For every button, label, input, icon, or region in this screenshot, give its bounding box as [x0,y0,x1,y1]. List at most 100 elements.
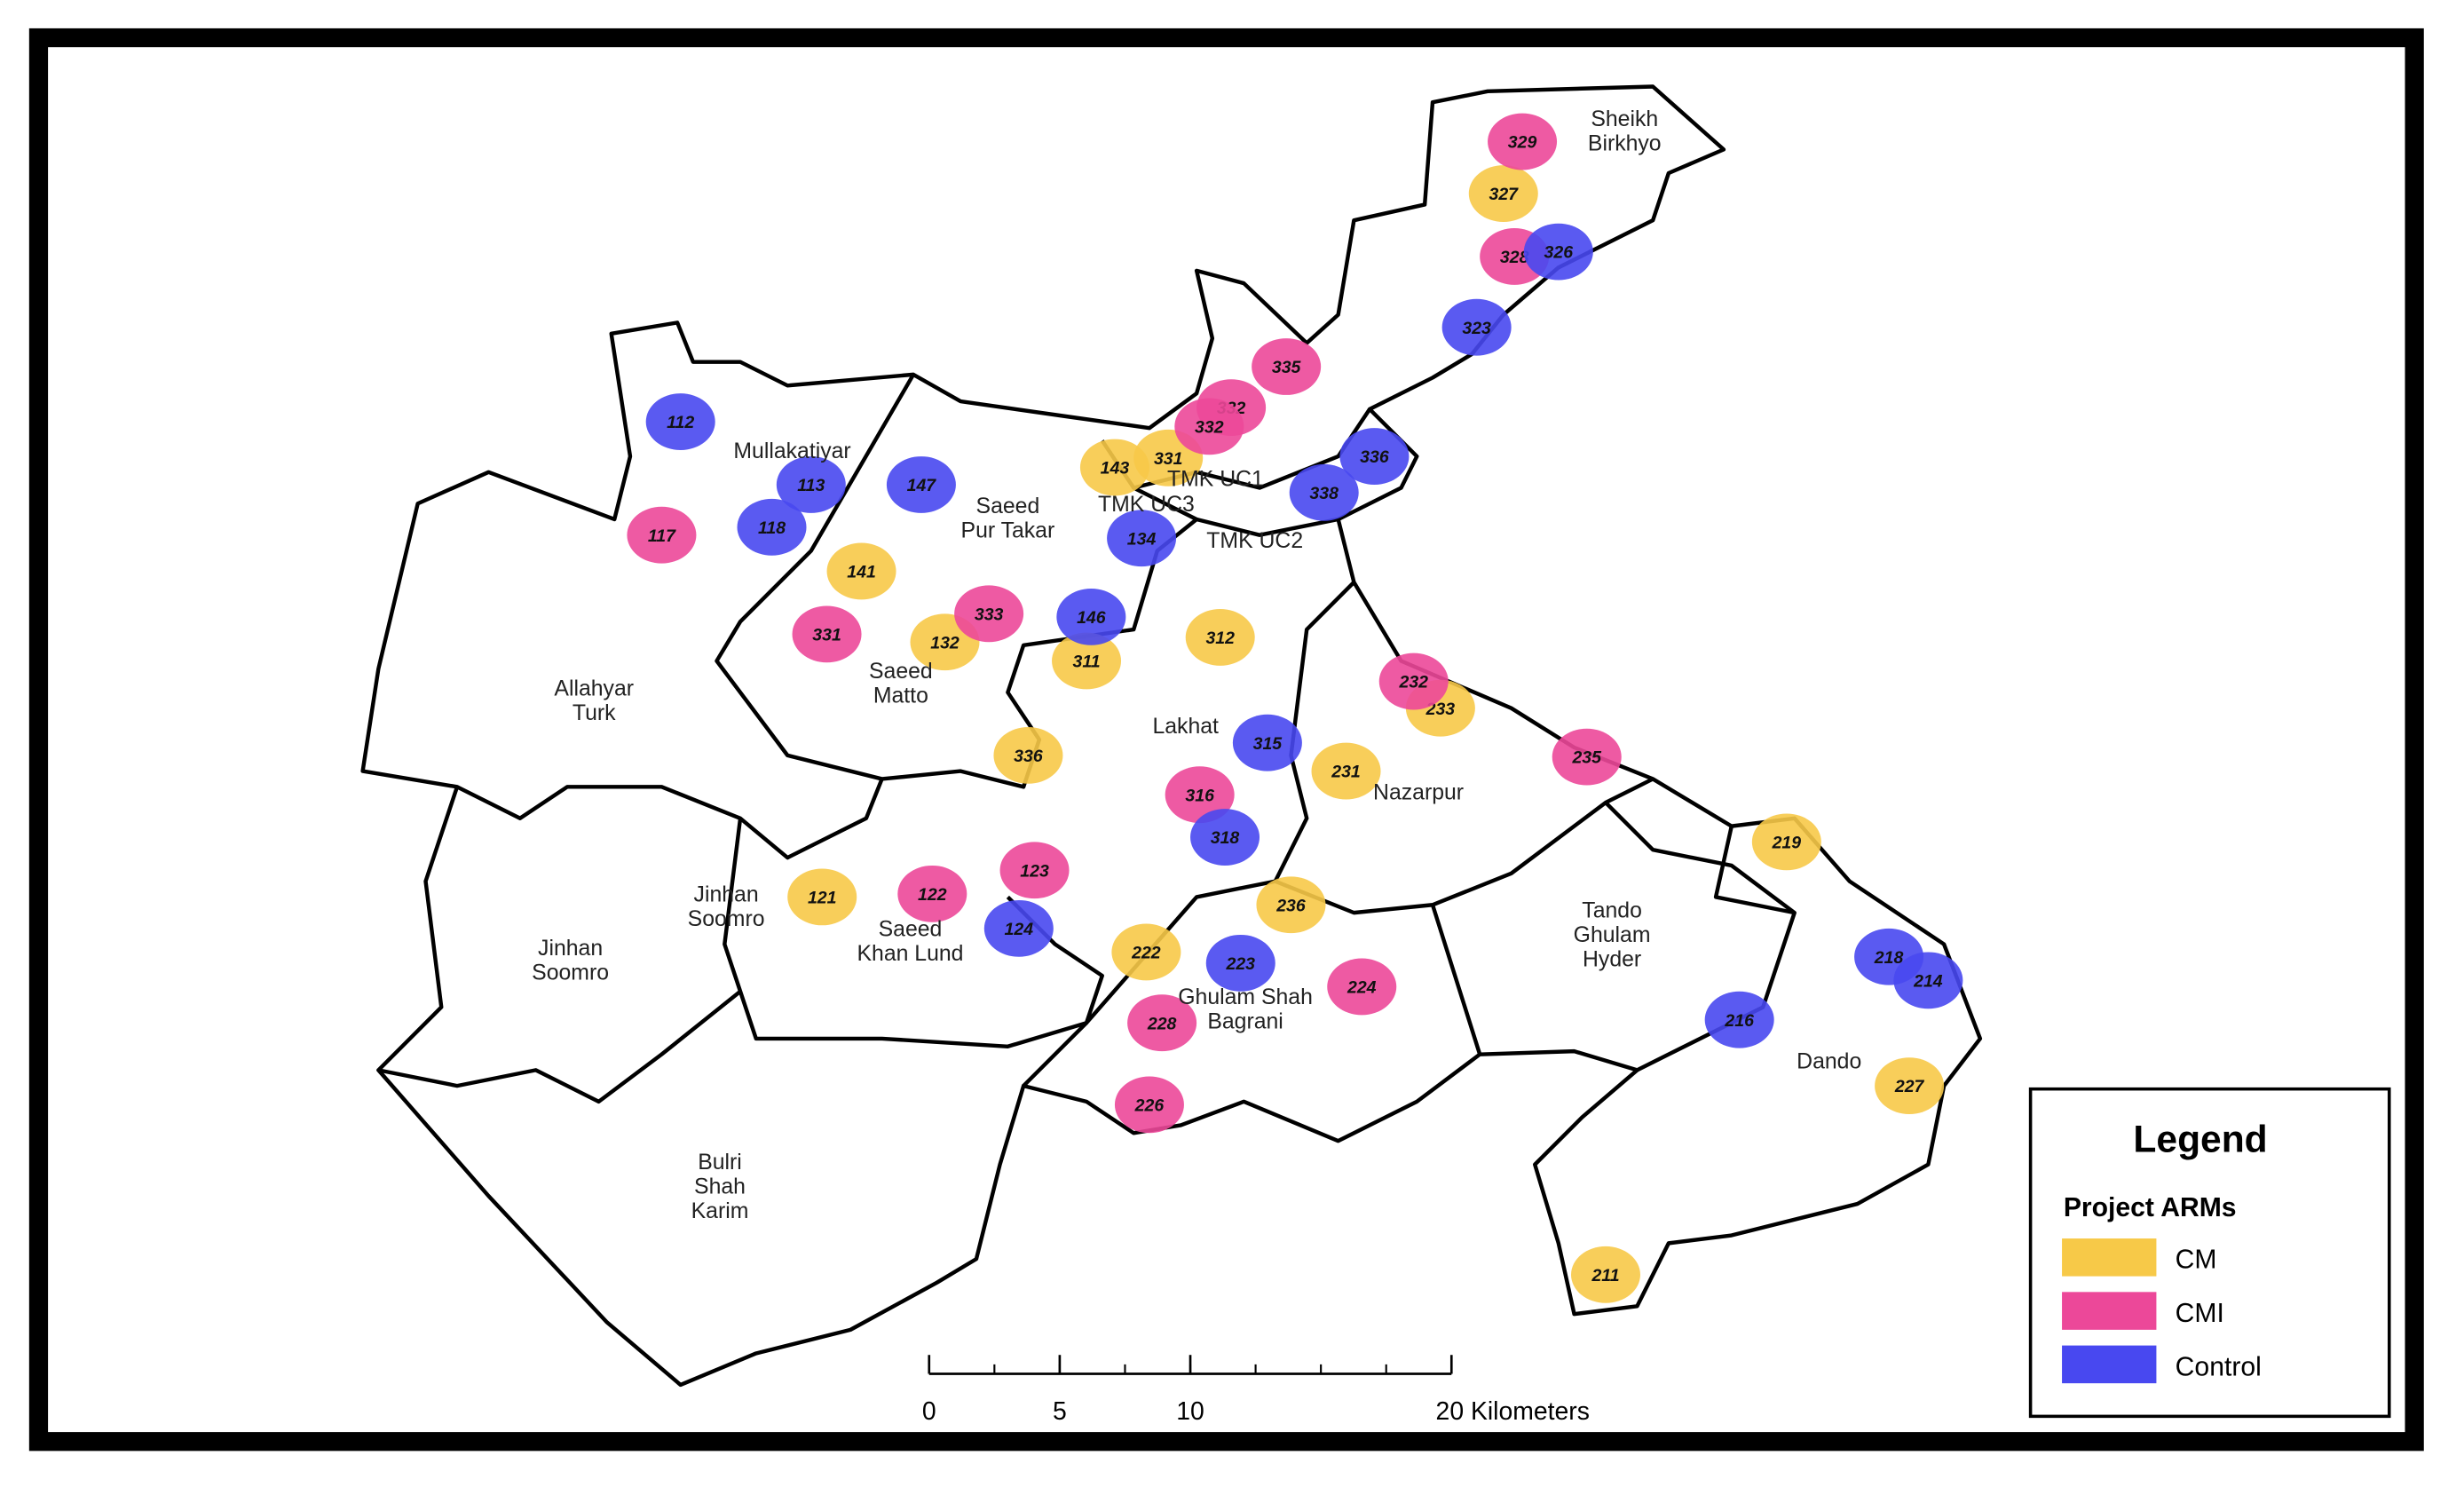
cluster-label: 143 [1101,459,1130,479]
legend-swatch [2062,1345,2157,1384]
cluster-area [1107,510,1177,567]
cluster-area [1052,632,1122,690]
cluster-label: 338 [1309,484,1339,503]
region-label-line: Hyder [1583,947,1641,971]
scale-bar-label: 0 [922,1397,936,1426]
frame [28,28,2424,1451]
region-label: TMK UC2 [1206,529,1303,553]
cluster-label: 331 [1154,449,1183,469]
region-label: Ghulam Shah Bagrani [1178,985,1313,1033]
region-label-line: Turk [573,701,616,725]
cluster-area [1893,952,1963,1009]
cluster-label: 332 [1195,417,1224,437]
cluster-area [886,456,956,513]
cluster-label: 146 [1077,608,1106,628]
legend-swatch [2062,1238,2157,1277]
region-label: Dando [1797,1050,1861,1074]
cluster-label: 223 [1225,954,1255,974]
cluster-area [1311,742,1381,800]
region-label: Sheikh Birkhyo [1588,107,1662,155]
region-label-line: Matto [873,684,928,708]
cluster-label: 118 [758,518,786,538]
cluster-area [1704,991,1774,1048]
internal-boundary [455,778,884,860]
cluster-label: 236 [1275,896,1306,915]
region-label-line: Shah [694,1175,746,1199]
region-label-line: Jinhan [538,937,603,961]
region-label: Bulri Shah Karim [691,1151,749,1223]
cluster-label: 214 [1913,971,1943,991]
region-label: TMK UC1 [1167,468,1264,492]
region-label-line: Dando [1797,1050,1861,1074]
region-label-line: Soomro [532,961,609,985]
cluster-area [1339,428,1410,485]
cluster-label: 147 [907,476,937,495]
cluster-label: 123 [1020,861,1049,881]
cluster-label: 235 [1571,748,1602,768]
cluster-area [1252,338,1322,395]
cluster-area [787,868,857,926]
cluster-label: 335 [1272,358,1302,377]
scale-bar-label: 20 Kilometers [1436,1397,1590,1426]
internal-boundary [1022,581,1355,1088]
region-label: Tando Ghulam Hyder [1574,898,1651,971]
cluster-area [826,542,896,600]
region-label-line: Ghulam Shah [1178,985,1313,1009]
legend-subtitle: Project ARMs [2064,1193,2237,1222]
region-label-line: Khan Lund [857,942,964,966]
cluster-label: 219 [1772,833,1802,852]
cluster-label: 121 [808,888,837,907]
cluster-area [1488,113,1558,170]
cluster-area [999,842,1070,899]
region-label: Jinhan Soomro [688,883,765,931]
scale-bar-label: 5 [1053,1397,1067,1426]
cluster-label: 226 [1134,1096,1165,1115]
region-label: Jinhan Soomro [532,937,609,985]
cluster-label: 331 [812,625,841,645]
cluster-area [1174,398,1244,455]
cluster-area [776,456,846,513]
cluster-area [1079,439,1149,496]
cluster-label: 316 [1185,786,1214,805]
cluster-area [1056,588,1126,645]
cluster-label: 141 [847,563,876,582]
region-label-line: Saeed [976,494,1040,518]
cluster-label: 228 [1147,1014,1177,1033]
region-label-line: Soomro [688,907,765,931]
cluster-label: 224 [1347,978,1377,998]
cluster-label: 232 [1398,673,1428,692]
region-label: TMK UC3 [1098,493,1195,517]
region-label-line: Birkhyo [1588,131,1662,155]
cluster-area [1751,813,1821,871]
cluster-area [983,899,1054,957]
cluster-area [1205,934,1275,992]
region-label-line: Bagrani [1207,1009,1283,1033]
internal-boundary [1713,826,1796,915]
region-label-line: Jinhan [694,883,759,907]
cluster-area [1289,463,1359,521]
region-label: Mullakatiyar [733,439,850,463]
cluster-area [1441,298,1512,356]
cluster-area [1327,958,1397,1016]
region-label-line: TMK UC1 [1167,468,1264,492]
internal-boundary [723,818,1104,1049]
cluster-label: 132 [930,633,960,653]
region-label-line: Allahyar [554,677,634,701]
cluster-area [1127,994,1197,1052]
region-label: Nazarpur [1373,780,1464,804]
region-label-line: Sheikh [1591,107,1658,131]
legend-label: CMI [2176,1299,2224,1328]
cluster-label: 326 [1544,243,1574,263]
cluster-label: 329 [1508,133,1537,153]
cluster-label: 218 [1874,948,1904,968]
cluster-area [1552,728,1622,786]
cluster-label: 134 [1127,529,1157,549]
region-label-line: Lakhat [1152,715,1219,739]
legend-swatch [2062,1292,2157,1330]
cluster-label: 227 [1894,1077,1925,1096]
cluster-area [1111,923,1181,981]
region-label-line: Saeed [869,660,933,684]
cluster-label: 222 [1131,944,1161,963]
legend-title: Legend [2133,1119,2267,1161]
